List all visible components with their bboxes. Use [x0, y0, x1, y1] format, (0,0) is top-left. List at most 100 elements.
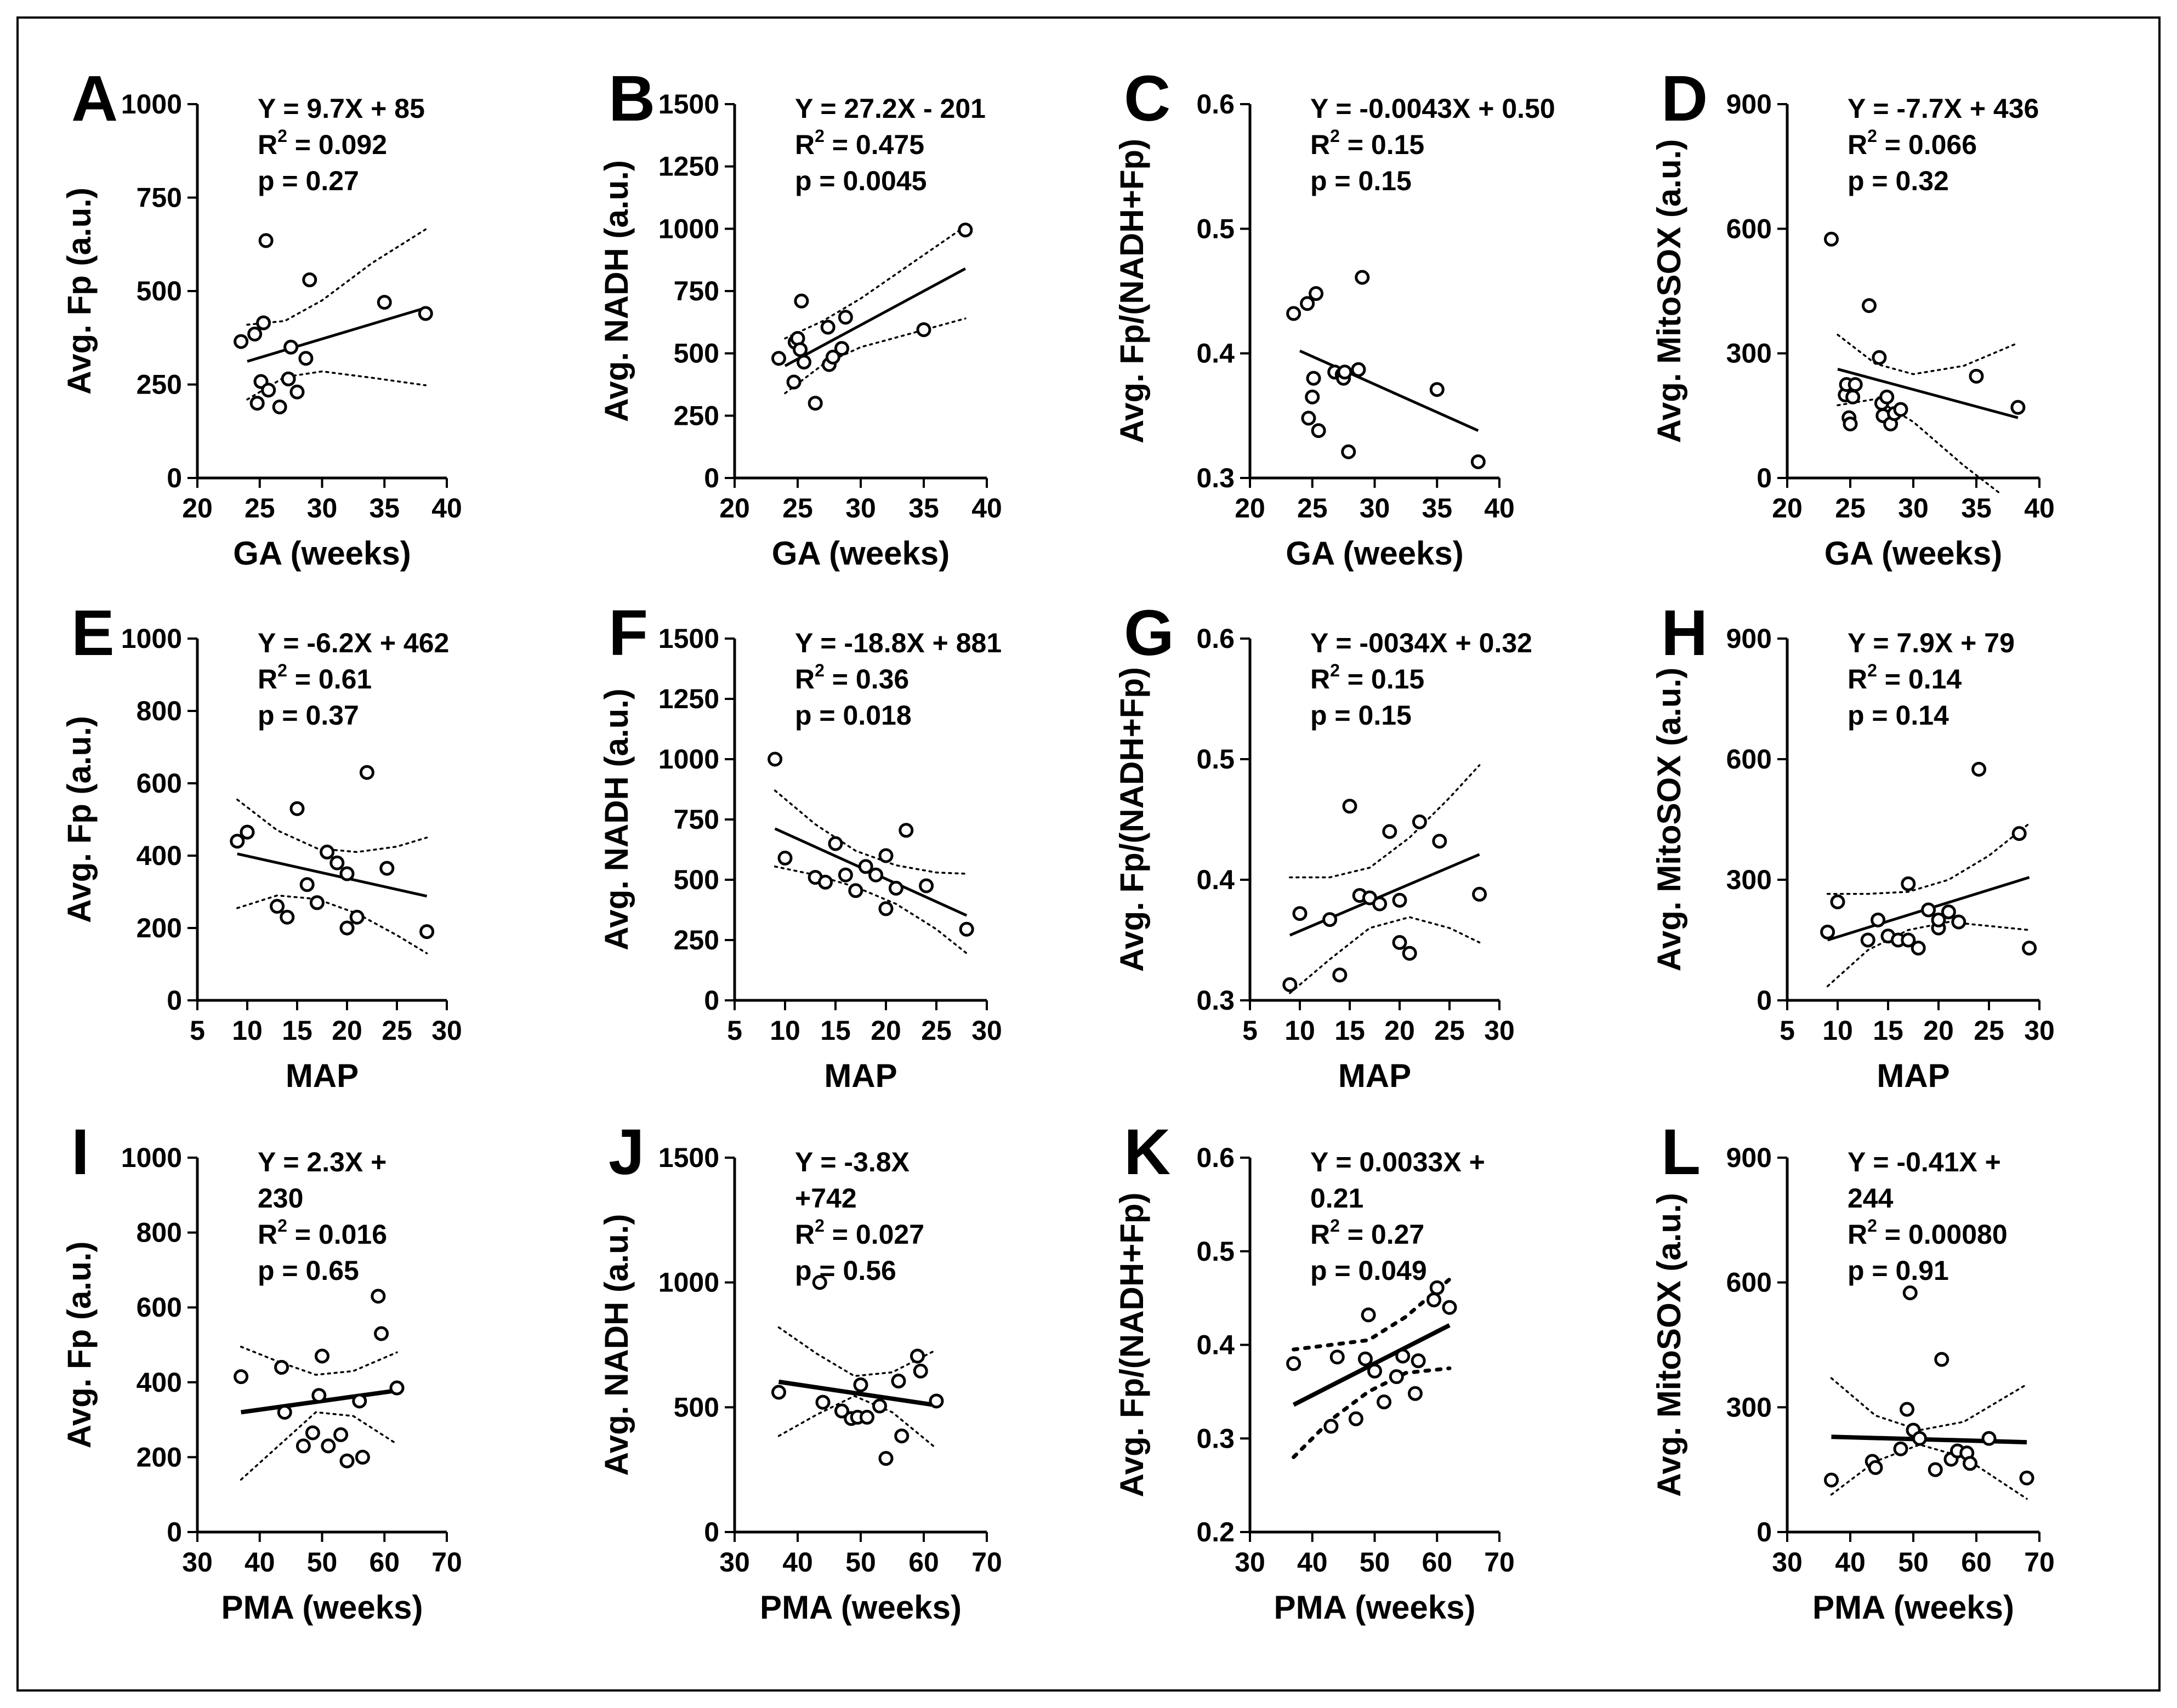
confidence-band-lower: [774, 866, 968, 954]
x-axis-title: PMA (weeks): [221, 1589, 423, 1626]
regression-annotation-line: p = 0.32: [1848, 166, 1949, 196]
y-tick-label: 600: [137, 1292, 182, 1323]
x-tick-label: 15: [820, 1015, 851, 1046]
data-point: [240, 824, 255, 840]
regression-annotation-line: +742: [795, 1183, 857, 1214]
data-point: [1337, 365, 1352, 380]
data-point: [298, 351, 314, 366]
regression-annotation-line: p = 0.14: [1848, 700, 1949, 731]
x-tick-label: 25: [1835, 493, 1866, 523]
data-point: [1377, 1394, 1392, 1410]
x-tick-label: 70: [971, 1547, 1002, 1578]
data-point: [2011, 826, 2027, 841]
data-point: [878, 1451, 894, 1466]
x-tick-label: 15: [1873, 1015, 1903, 1046]
x-tick-label: 35: [908, 493, 939, 523]
chart-panel-e: E 5 10 15 20 25 30 0 200 400 600 800 1000 MAP Avg. Fp …: [61, 597, 462, 1094]
y-tick-label: 200: [137, 1442, 182, 1472]
regression-line: [247, 306, 427, 363]
y-tick-label: 0.4: [1196, 1330, 1235, 1360]
data-point: [1845, 389, 1861, 405]
x-tick-label: 20: [871, 1015, 901, 1046]
data-point: [891, 1374, 906, 1389]
regression-line: [1837, 368, 2019, 419]
data-point: [1322, 912, 1338, 927]
confidence-band-upper: [1826, 822, 2031, 895]
data-point: [281, 371, 296, 386]
data-point: [1389, 1369, 1404, 1385]
data-point: [812, 1275, 827, 1290]
panel-letter: G: [1124, 597, 1174, 669]
chart-panel-j: J 30 40 50 60 70 0 500 1000 1500 PMA (weeks) Avg. N…: [598, 1116, 1002, 1626]
y-tick-label: 600: [137, 768, 182, 799]
x-tick-label: 20: [719, 493, 750, 523]
x-tick-label: 10: [232, 1015, 263, 1046]
data-point: [794, 293, 809, 309]
confidence-band-lower: [240, 1411, 398, 1481]
regression-annotation-line: p = 0.15: [1310, 166, 1412, 196]
regression-line: [778, 1379, 937, 1408]
data-point: [1470, 454, 1486, 469]
y-axis-title: Avg. MitoSOX (a.u.): [1651, 1193, 1687, 1496]
data-point: [1872, 350, 1887, 365]
regression-annotation-line: Y = -0034X + 0.32: [1310, 628, 1532, 658]
data-point: [270, 898, 285, 914]
y-tick-label: 800: [137, 1217, 182, 1248]
data-point: [1342, 799, 1357, 814]
y-tick-label: 500: [674, 864, 719, 895]
data-point: [888, 880, 903, 896]
data-point: [1407, 1386, 1423, 1401]
figure-frame: [16, 16, 2161, 1692]
x-tick-label: 10: [1284, 1015, 1315, 1046]
y-tick-label: 600: [1726, 213, 1772, 244]
x-tick-label: 40: [971, 493, 1002, 523]
data-point: [910, 1348, 925, 1364]
data-point: [379, 861, 395, 876]
x-axis-title: MAP: [286, 1057, 359, 1094]
x-tick-label: 30: [182, 1547, 213, 1578]
data-point: [1426, 1293, 1442, 1308]
data-point: [916, 322, 931, 337]
x-tick-label: 35: [1422, 493, 1452, 523]
y-tick-label: 1000: [121, 1142, 182, 1173]
y-tick-label: 0: [167, 985, 182, 1016]
y-tick-label: 0.5: [1196, 213, 1235, 244]
data-point: [2022, 941, 2037, 956]
y-axis-title: Avg. NADH (a.u.): [598, 160, 635, 422]
data-point: [389, 1380, 405, 1396]
x-tick-label: 10: [1822, 1015, 1853, 1046]
data-point: [1351, 362, 1366, 377]
data-point: [283, 339, 299, 355]
y-tick-label: 750: [674, 276, 719, 306]
regression-annotation-r2: R2 = 0.15: [1310, 126, 1424, 160]
y-tick-label: 800: [137, 696, 182, 726]
y-axis-title: Avg. Fp (a.u.): [61, 716, 98, 923]
y-tick-label: 0: [167, 463, 182, 493]
data-point: [1843, 416, 1858, 431]
y-axis-title: Avg. Fp/(NADH+Fp): [1113, 667, 1150, 972]
regression-annotation-line: Y = 27.2X - 201: [795, 93, 986, 124]
data-point: [355, 1449, 370, 1465]
y-tick-label: 0: [1757, 1517, 1772, 1547]
x-tick-label: 25: [782, 493, 813, 523]
data-point: [793, 342, 808, 357]
regression-annotation-r2: R2 = 0.092: [258, 126, 387, 160]
y-axis-title: Avg. Fp (a.u.): [61, 1242, 98, 1449]
x-tick-label: 30: [2024, 1015, 2055, 1046]
x-tick-label: 25: [1297, 493, 1328, 523]
y-tick-label: 750: [137, 183, 182, 213]
panel-letter: E: [71, 597, 115, 669]
data-point: [234, 1369, 249, 1385]
confidence-band-upper: [236, 798, 428, 853]
data-point: [261, 383, 276, 398]
x-tick-label: 20: [1923, 1015, 1954, 1046]
data-point: [1429, 382, 1445, 397]
data-point: [1971, 761, 1987, 777]
x-tick-label: 40: [1484, 493, 1515, 523]
data-point: [797, 355, 811, 370]
data-point: [289, 801, 305, 816]
x-tick-label: 5: [190, 1015, 205, 1046]
confidence-band-upper: [1289, 764, 1481, 879]
